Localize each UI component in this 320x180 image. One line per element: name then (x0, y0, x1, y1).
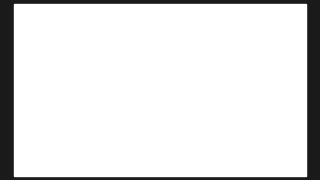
Text: First Isomorphism Theorem: First Isomorphism Theorem (89, 44, 231, 54)
Text: $\cong f(G) < G'$: $\cong f(G) < G'$ (160, 107, 222, 122)
Text: Lec – 74: Lec – 74 (139, 10, 181, 21)
Text: $Kerf$: $Kerf$ (123, 115, 149, 127)
Text: $\it{If}\ |Kerf| = m\ \it{then}\ f\ \it{is}\ m - to - 1\ \it{map}$: $\it{If}\ |Kerf| = m\ \it{then}\ f\ \it{… (68, 153, 252, 167)
Text: $G$: $G$ (131, 102, 141, 114)
Text: $\it{Let}\ f: G \rightarrow G'\ \it{is\ homomorphism\ then}$: $\it{Let}\ f: G \rightarrow G'\ \it{is\ … (69, 73, 251, 87)
Text: Fundamental Theorem on Homomorphism or: Fundamental Theorem on Homomorphism or (43, 27, 277, 37)
